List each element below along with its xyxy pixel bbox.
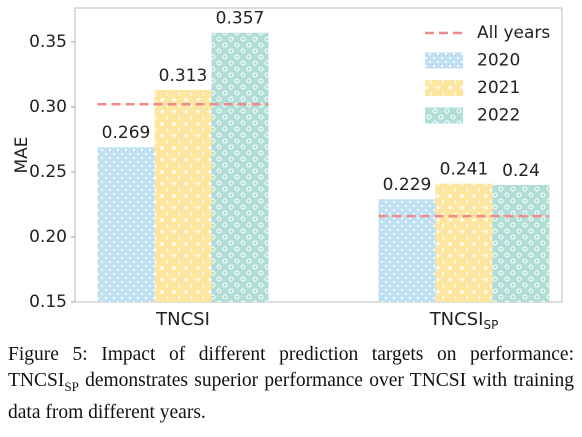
y-axis-label: MAE bbox=[12, 136, 32, 173]
y-tick-label: 0.20 bbox=[29, 227, 67, 247]
value-label: 0.313 bbox=[159, 66, 208, 86]
value-label: 0.357 bbox=[216, 9, 265, 29]
value-label: 0.269 bbox=[102, 123, 151, 143]
bar-pattern bbox=[378, 199, 436, 302]
y-tick-label: 0.15 bbox=[29, 292, 67, 312]
legend-swatch-pattern bbox=[425, 107, 463, 124]
bar-pattern bbox=[435, 183, 493, 302]
legend-swatch-pattern bbox=[425, 80, 463, 96]
category-subscript: SP bbox=[483, 318, 498, 332]
bar-pattern bbox=[492, 184, 550, 302]
legend-label: All years bbox=[477, 23, 550, 43]
caption-text: Figure 5: Impact of different prediction… bbox=[8, 344, 574, 391]
value-label: 0.24 bbox=[502, 161, 540, 181]
value-label: 0.241 bbox=[440, 160, 489, 180]
chart: ★★ MAE 0.150.200.250.300.350.2690.3130.3… bbox=[12, 7, 563, 332]
plot-frame bbox=[74, 7, 563, 303]
caption-text: demonstrates superior performance over T… bbox=[8, 370, 574, 423]
caption-subscript: SP bbox=[64, 378, 79, 394]
legend-label: 2021 bbox=[477, 78, 520, 98]
legend-label: 2020 bbox=[477, 51, 520, 71]
legend-swatch-pattern bbox=[425, 52, 463, 69]
x-tick-label: TNCSISP bbox=[429, 309, 499, 332]
x-tick-label: TNCSI bbox=[155, 309, 210, 330]
caption: Figure 5: Impact of different prediction… bbox=[8, 342, 574, 426]
value-label: 0.229 bbox=[383, 175, 432, 195]
legend-label: 2022 bbox=[477, 106, 520, 126]
y-tick-label: 0.25 bbox=[29, 162, 67, 182]
bar-pattern bbox=[97, 147, 155, 302]
y-tick-label: 0.35 bbox=[29, 32, 67, 52]
category-name: TNCSI bbox=[155, 309, 210, 330]
bar-pattern bbox=[154, 89, 212, 302]
bar-pattern bbox=[211, 32, 269, 302]
category-name: TNCSI bbox=[429, 309, 484, 330]
y-tick-label: 0.30 bbox=[29, 97, 67, 117]
